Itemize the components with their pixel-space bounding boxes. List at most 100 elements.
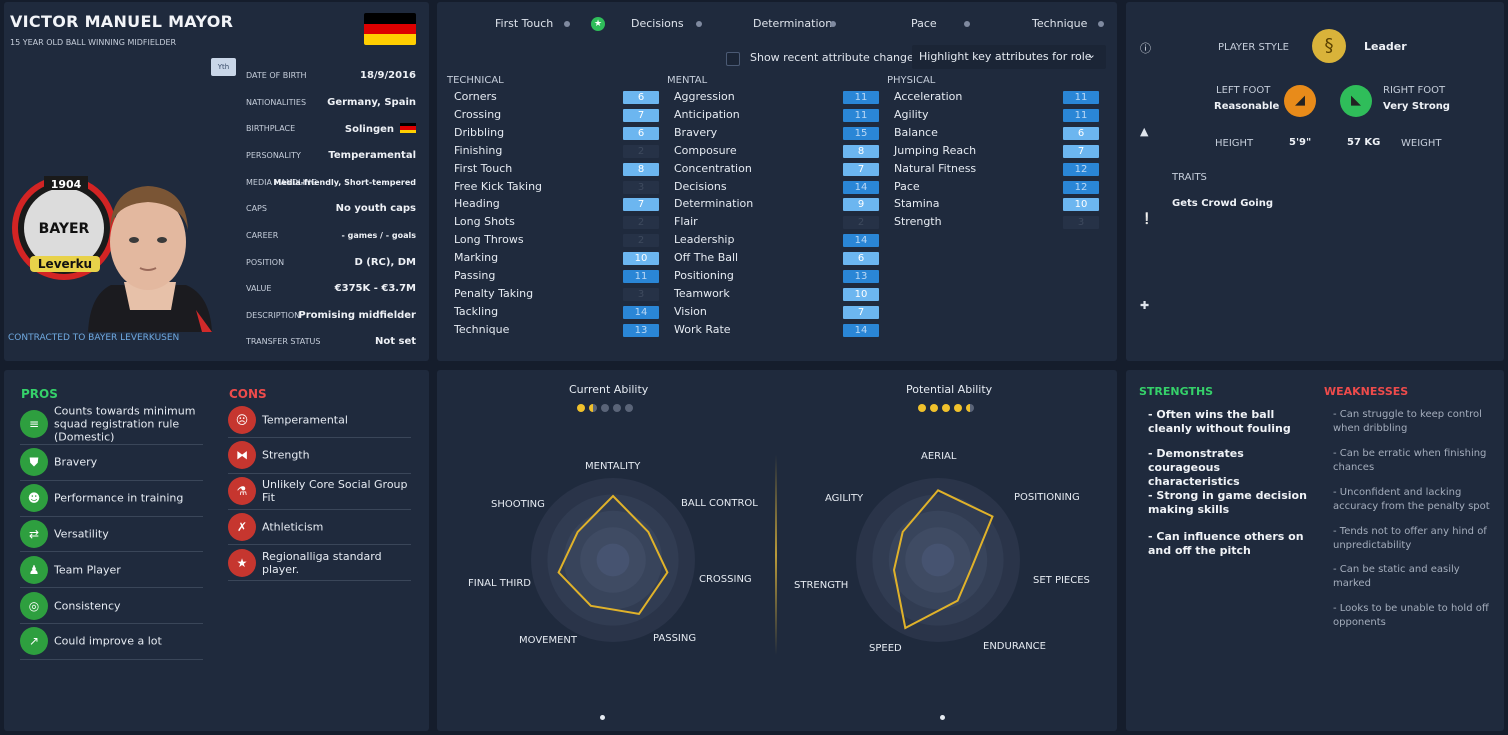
attribute-row[interactable]: Concentration 7 bbox=[674, 161, 880, 179]
radar-label: STRENGTH bbox=[794, 580, 849, 591]
attribute-row[interactable]: Composure 8 bbox=[674, 143, 880, 161]
attribute-row[interactable]: Technique 13 bbox=[454, 322, 660, 340]
attribute-row[interactable]: Pace 12 bbox=[894, 179, 1100, 197]
youth-badge[interactable]: Yth bbox=[211, 58, 236, 76]
attribute-value: 3 bbox=[1063, 216, 1099, 230]
attribute-row[interactable]: Heading 7 bbox=[454, 196, 660, 214]
attribute-row[interactable]: Corners 6 bbox=[454, 89, 660, 107]
attribute-value: 2 bbox=[843, 216, 879, 230]
attribute-row[interactable]: Long Shots 2 bbox=[454, 214, 660, 232]
filter-first-touch[interactable]: First Touch bbox=[495, 17, 554, 30]
strength-item: - Strong in game decision making skills bbox=[1148, 489, 1307, 516]
attribute-row[interactable]: Dribbling 6 bbox=[454, 125, 660, 143]
attribute-row[interactable]: Aggression 11 bbox=[674, 89, 880, 107]
attribute-row[interactable]: Positioning 13 bbox=[674, 268, 880, 286]
club-crest-and-player-photo: Leverku 1904 BAYER bbox=[12, 176, 212, 332]
filter-determination[interactable]: Determination bbox=[753, 17, 833, 30]
attribute-row[interactable]: Crossing 7 bbox=[454, 107, 660, 125]
player-photo bbox=[88, 186, 212, 332]
attribute-name: Agility bbox=[894, 107, 929, 121]
info-value: €375K - €3.7M bbox=[334, 283, 416, 294]
item-text: Counts towards minimum squad registratio… bbox=[54, 404, 196, 443]
attribute-row[interactable]: Anticipation 11 bbox=[674, 107, 880, 125]
potential-ability-title: Potential Ability bbox=[906, 383, 993, 396]
attribute-row[interactable]: Agility 11 bbox=[894, 107, 1100, 125]
attribute-row[interactable]: Marking 10 bbox=[454, 250, 660, 268]
filter-dot-icon[interactable] bbox=[830, 21, 836, 27]
pro-item: ☻ Performance in training bbox=[20, 481, 203, 517]
versatility-icon: ⇄ bbox=[20, 519, 48, 548]
attribute-row[interactable]: Work Rate 14 bbox=[674, 322, 880, 340]
filter-dot-icon[interactable] bbox=[964, 21, 970, 27]
attribute-name: Heading bbox=[454, 197, 500, 211]
boot-icon[interactable]: ▲ bbox=[1140, 125, 1149, 138]
info-label: Personality bbox=[246, 151, 301, 160]
attribute-row[interactable]: Natural Fitness 12 bbox=[894, 161, 1100, 179]
attribute-row[interactable]: Teamwork 10 bbox=[674, 286, 880, 304]
shield-icon: ⛊ bbox=[20, 448, 48, 477]
highlight-dropdown[interactable]: Highlight key attributes for role ⌄ bbox=[912, 45, 1106, 69]
attribute-row[interactable]: Bravery 15 bbox=[674, 125, 880, 143]
attribute-row[interactable]: Balance 6 bbox=[894, 125, 1100, 143]
attribute-value: 9 bbox=[843, 198, 879, 212]
attribute-row[interactable]: Jumping Reach 7 bbox=[894, 143, 1100, 161]
item-text: Team Player bbox=[54, 563, 121, 577]
strengths-header: STRENGTHS bbox=[1139, 385, 1214, 398]
info-value[interactable]: Germany, Spain bbox=[327, 97, 416, 108]
show-changes-label[interactable]: Show recent attribute changes bbox=[750, 51, 920, 64]
info-birthplace: Birthplace Solingen bbox=[246, 123, 418, 138]
attribute-row[interactable]: Passing 11 bbox=[454, 268, 660, 286]
germany-flag-icon bbox=[400, 123, 416, 133]
trait-value[interactable]: Gets Crowd Going bbox=[1172, 198, 1274, 209]
ability-star-icon bbox=[589, 404, 597, 412]
head-icon: ☹ bbox=[228, 405, 256, 434]
filter-technique[interactable]: Technique bbox=[1032, 17, 1088, 30]
attribute-row[interactable]: Penalty Taking 3 bbox=[454, 286, 660, 304]
attribute-row[interactable]: Tackling 14 bbox=[454, 304, 660, 322]
attribute-row[interactable]: Strength 3 bbox=[894, 214, 1100, 232]
attribute-value: 7 bbox=[843, 305, 879, 319]
info-value: - games / - goals bbox=[341, 231, 416, 240]
left-boot-icon: ◢ bbox=[1284, 85, 1316, 117]
attribute-value: 6 bbox=[623, 126, 659, 140]
weakness-item: - Looks to be unable to hold off opponen… bbox=[1333, 603, 1489, 628]
carousel-dot[interactable] bbox=[940, 715, 945, 720]
attribute-value: 6 bbox=[623, 91, 659, 104]
attribute-row[interactable]: Determination 9 bbox=[674, 196, 880, 214]
radar-label: CROSSING bbox=[699, 574, 752, 585]
ability-star-icon bbox=[625, 404, 633, 412]
attribute-row[interactable]: Decisions 14 bbox=[674, 179, 880, 197]
left-foot-label: LEFT FOOT bbox=[1216, 85, 1271, 96]
filter-pace[interactable]: Pace bbox=[911, 17, 937, 30]
radar-label: SPEED bbox=[869, 643, 902, 654]
contract-status[interactable]: CONTRACTED TO BAYER LEVERKUSEN bbox=[8, 333, 180, 343]
attribute-row[interactable]: Leadership 14 bbox=[674, 232, 880, 250]
filter-decisions[interactable]: Decisions bbox=[631, 17, 684, 30]
filter-dot-icon[interactable] bbox=[564, 21, 570, 27]
attribute-row[interactable]: First Touch 8 bbox=[454, 161, 660, 179]
show-changes-checkbox[interactable] bbox=[726, 52, 740, 66]
filter-dot-icon[interactable] bbox=[696, 21, 702, 27]
attribute-row[interactable]: Long Throws 2 bbox=[454, 232, 660, 250]
pro-item: ♟ Team Player bbox=[20, 552, 203, 589]
profile-panel bbox=[1126, 2, 1504, 361]
attribute-row[interactable]: Free Kick Taking 3 bbox=[454, 179, 660, 197]
attribute-name: Determination bbox=[674, 197, 754, 211]
attribute-value: 13 bbox=[843, 270, 879, 283]
strength-item: - Often wins the ball cleanly without fo… bbox=[1148, 408, 1291, 435]
technical-header: TECHNICAL bbox=[447, 75, 504, 86]
attribute-name: Dribbling bbox=[454, 125, 505, 139]
attribute-row[interactable]: Stamina 10 bbox=[894, 196, 1100, 214]
info-nationalities[interactable]: Nationalities Germany, Spain bbox=[246, 97, 418, 112]
attribute-row[interactable]: Off The Ball 6 bbox=[674, 250, 880, 268]
attribute-row[interactable]: Acceleration 11 bbox=[894, 89, 1100, 107]
medical-kit-icon[interactable]: ✚ bbox=[1140, 299, 1150, 312]
filter-dot-icon[interactable] bbox=[1098, 21, 1104, 27]
alert-icon[interactable]: ❕ bbox=[1140, 212, 1154, 225]
attribute-row[interactable]: Vision 7 bbox=[674, 304, 880, 322]
info-icon[interactable]: ⓘ bbox=[1140, 42, 1151, 55]
attribute-row[interactable]: Flair 2 bbox=[674, 214, 880, 232]
attribute-row[interactable]: Finishing 2 bbox=[454, 143, 660, 161]
carousel-dot[interactable] bbox=[600, 715, 605, 720]
star-icon[interactable]: ★ bbox=[591, 17, 605, 31]
